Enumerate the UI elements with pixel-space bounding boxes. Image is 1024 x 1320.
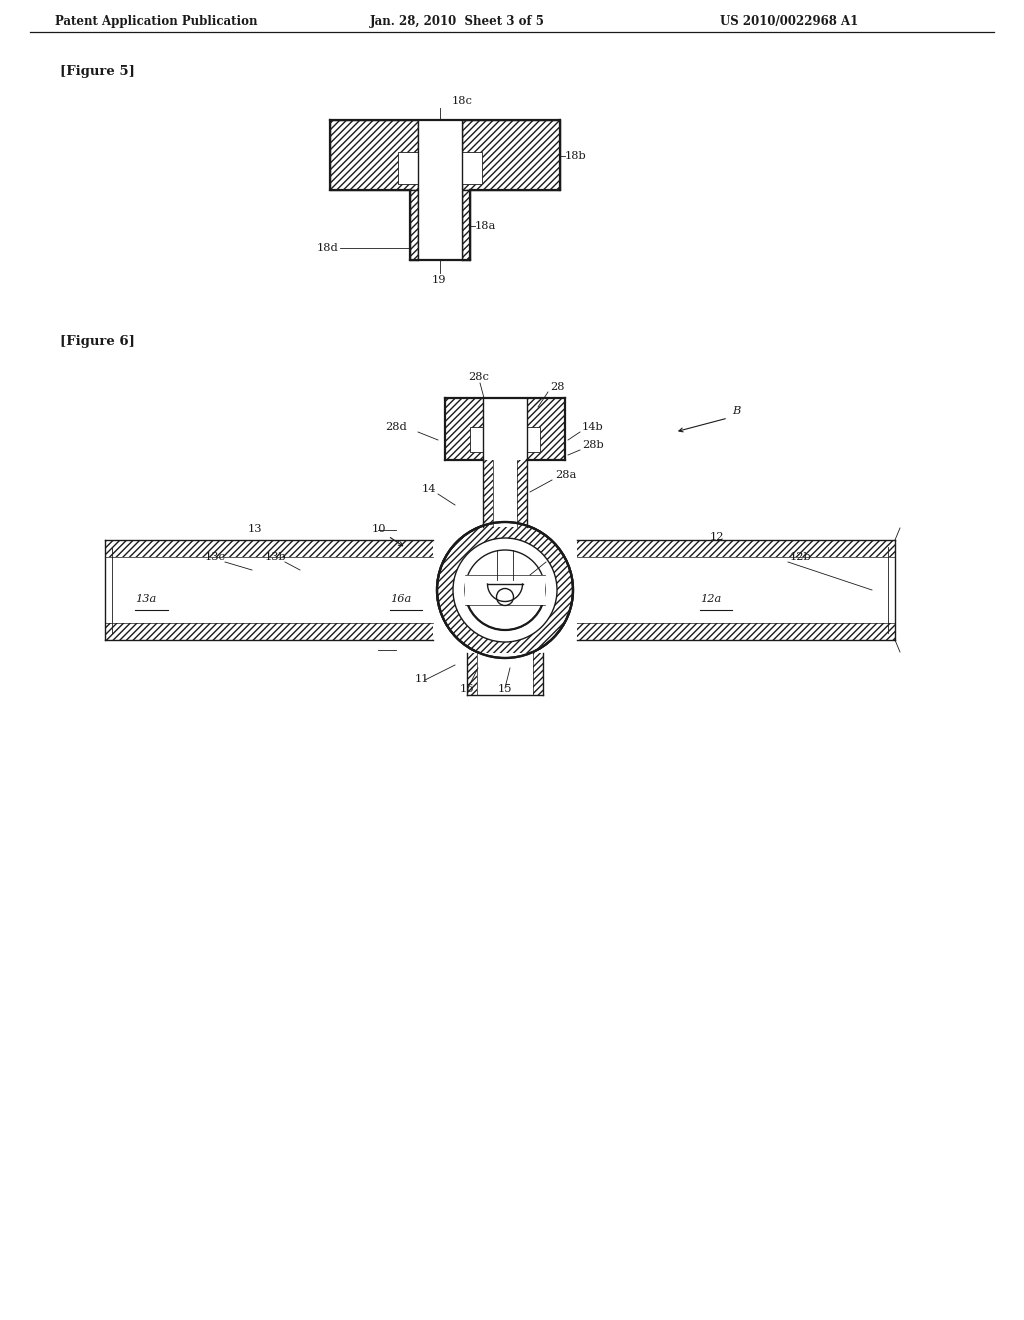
Text: 13: 13 — [248, 524, 262, 535]
Bar — [418, 120, 462, 190]
Bar — [418, 190, 462, 260]
Text: 28a: 28a — [555, 470, 577, 480]
Bar — [577, 557, 895, 623]
Text: [Figure 5]: [Figure 5] — [60, 65, 135, 78]
Text: 13a: 13a — [135, 594, 157, 605]
Bar — [577, 623, 895, 640]
Bar — [105, 557, 433, 623]
Text: [Figure 6]: [Figure 6] — [60, 335, 135, 348]
Bar — [462, 190, 470, 260]
Bar — [470, 426, 483, 451]
Text: 14: 14 — [422, 484, 436, 494]
Text: 19: 19 — [432, 275, 446, 285]
Text: 28b: 28b — [582, 440, 604, 450]
Text: Jan. 28, 2010  Sheet 3 of 5: Jan. 28, 2010 Sheet 3 of 5 — [370, 15, 545, 28]
Bar — [462, 152, 482, 183]
Bar — [467, 653, 477, 696]
Bar — [534, 653, 543, 696]
Text: 13c: 13c — [205, 552, 226, 562]
Text: 18c: 18c — [452, 96, 473, 106]
Bar — [477, 653, 534, 696]
Text: 16: 16 — [460, 684, 474, 694]
Text: 18b: 18b — [565, 150, 587, 161]
Bar — [493, 459, 517, 527]
Bar — [330, 120, 418, 190]
Text: US 2010/0022968 A1: US 2010/0022968 A1 — [720, 15, 858, 28]
Circle shape — [437, 521, 573, 657]
Text: Patent Application Publication: Patent Application Publication — [55, 15, 257, 28]
Bar — [527, 426, 540, 451]
Bar — [527, 399, 565, 459]
Text: 16a: 16a — [390, 594, 412, 605]
Text: 15: 15 — [498, 684, 512, 694]
Bar — [483, 399, 527, 459]
Bar — [465, 576, 545, 605]
Bar — [105, 623, 433, 640]
Text: B: B — [732, 407, 740, 416]
Circle shape — [453, 539, 557, 642]
Text: 18a: 18a — [475, 220, 497, 231]
Text: 29: 29 — [548, 552, 562, 562]
Text: 13b: 13b — [265, 552, 287, 562]
Text: 12: 12 — [710, 532, 725, 543]
Text: 12a: 12a — [700, 594, 721, 605]
Text: 28c: 28c — [468, 372, 488, 381]
Text: 18d: 18d — [316, 243, 338, 253]
Bar — [517, 459, 527, 527]
Bar — [483, 459, 493, 527]
Text: 28d: 28d — [385, 422, 407, 432]
Text: 14b: 14b — [582, 422, 604, 432]
Bar — [398, 152, 418, 183]
Bar — [445, 399, 483, 459]
Bar — [410, 190, 418, 260]
Bar — [577, 540, 895, 557]
Text: 11: 11 — [415, 675, 429, 684]
Bar — [105, 540, 433, 557]
Text: 28: 28 — [550, 381, 564, 392]
Text: 12b: 12b — [790, 552, 812, 562]
Text: 10: 10 — [372, 524, 386, 535]
Bar — [462, 120, 560, 190]
